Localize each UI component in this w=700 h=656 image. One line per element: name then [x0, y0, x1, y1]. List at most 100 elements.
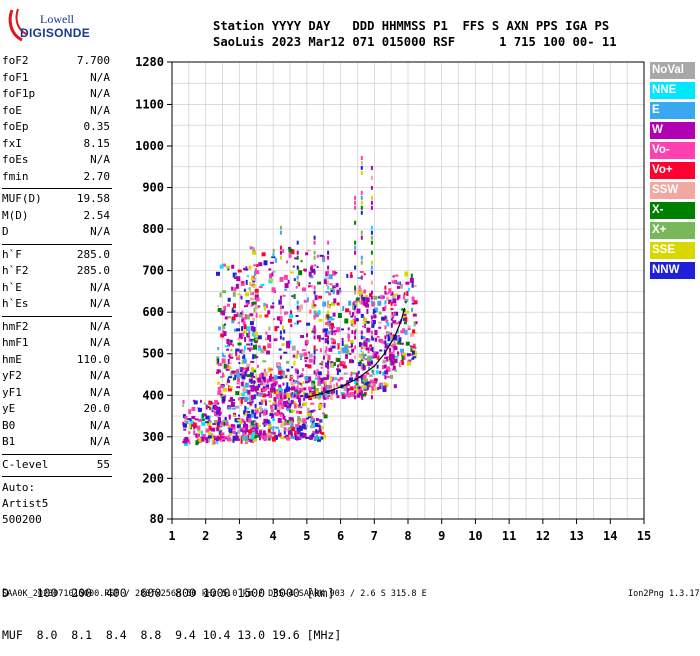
echo-point — [311, 391, 315, 394]
echo-point — [258, 305, 261, 308]
echo-point — [276, 405, 281, 410]
echo-point — [370, 165, 373, 170]
echo-point — [308, 386, 313, 391]
y-tick-label: 80 — [150, 512, 164, 526]
echo-point — [258, 406, 262, 410]
echo-point — [217, 417, 221, 422]
echo-point — [248, 413, 252, 417]
param-row: yE 20.0 — [2, 402, 112, 419]
echo-point — [237, 429, 241, 434]
echo-point — [301, 373, 303, 376]
echo-point — [348, 346, 353, 349]
echo-point — [377, 300, 382, 306]
echo-point — [261, 393, 264, 397]
echo-point — [253, 437, 256, 439]
echo-point — [382, 307, 386, 312]
echo-point — [322, 412, 326, 415]
echo-point — [227, 316, 231, 319]
echo-point — [255, 338, 260, 341]
echo-point — [272, 382, 277, 387]
echo-point — [252, 275, 255, 279]
echo-point — [290, 423, 294, 429]
echo-point — [317, 378, 321, 383]
echo-point — [250, 367, 254, 373]
echo-point — [224, 345, 229, 348]
echo-point — [246, 412, 249, 414]
echo-point — [321, 432, 325, 436]
echo-point — [283, 422, 286, 427]
echo-point — [354, 220, 357, 225]
echo-point — [326, 281, 328, 287]
echo-point — [244, 382, 249, 388]
echo-point — [370, 300, 373, 305]
echo-point — [308, 376, 312, 382]
echo-point — [327, 335, 330, 340]
echo-point — [406, 310, 410, 314]
echo-point — [223, 363, 227, 369]
echo-point — [232, 414, 236, 417]
echo-point — [384, 300, 387, 305]
echo-point — [250, 403, 253, 406]
echo-point — [245, 410, 248, 413]
echo-point — [324, 380, 327, 386]
echo-point — [361, 296, 366, 301]
echo-point — [354, 310, 357, 315]
echo-point — [345, 373, 349, 375]
echo-point — [281, 389, 284, 394]
echo-point — [241, 310, 244, 316]
echo-point — [254, 403, 257, 408]
echo-point — [232, 399, 235, 402]
echo-point — [241, 375, 246, 380]
echo-point — [380, 384, 383, 390]
echo-point — [234, 436, 239, 440]
echo-point — [270, 305, 275, 309]
echo-point — [195, 440, 199, 446]
echo-point — [213, 406, 218, 410]
echo-point — [370, 355, 373, 360]
legend-item: Vo- — [650, 142, 695, 159]
echo-point — [232, 438, 235, 443]
param-row: h`E N/A — [2, 281, 112, 298]
param-value: N/A — [90, 435, 110, 448]
echo-point — [296, 385, 299, 390]
echo-point — [219, 437, 222, 442]
echo-point — [232, 377, 235, 381]
echo-point — [341, 341, 344, 346]
echo-point — [247, 365, 250, 371]
echo-point — [370, 225, 373, 230]
echo-point — [309, 275, 314, 279]
echo-point — [269, 376, 274, 380]
echo-point — [349, 310, 351, 315]
auto-code: 500200 — [2, 513, 42, 526]
echo-point — [361, 354, 365, 360]
x-tick-label: 2 — [202, 529, 209, 543]
echo-point — [286, 340, 290, 345]
echo-point — [333, 330, 337, 333]
echo-point — [229, 430, 233, 434]
echo-point — [226, 338, 230, 344]
echo-point — [371, 364, 376, 368]
echo-point — [231, 307, 234, 311]
echo-point — [248, 265, 252, 270]
echo-point — [392, 275, 395, 278]
echo-point — [404, 298, 409, 302]
echo-point — [246, 374, 251, 378]
echo-point — [241, 332, 245, 337]
echo-point — [272, 253, 275, 258]
echo-point — [340, 392, 345, 395]
echo-point — [247, 347, 252, 350]
echo-point — [249, 281, 252, 286]
echo-point — [239, 312, 242, 315]
echo-point — [213, 440, 216, 445]
echo-point — [360, 343, 363, 346]
echo-point — [245, 407, 250, 410]
echo-point — [373, 378, 378, 382]
echo-point — [365, 294, 369, 299]
legend-item: X+ — [650, 222, 695, 239]
echo-point — [221, 358, 226, 364]
echo-point — [252, 284, 256, 288]
legend-item: Vo+ — [650, 162, 695, 179]
echo-point — [379, 295, 384, 300]
echo-point — [271, 378, 276, 382]
echo-point — [370, 295, 373, 300]
